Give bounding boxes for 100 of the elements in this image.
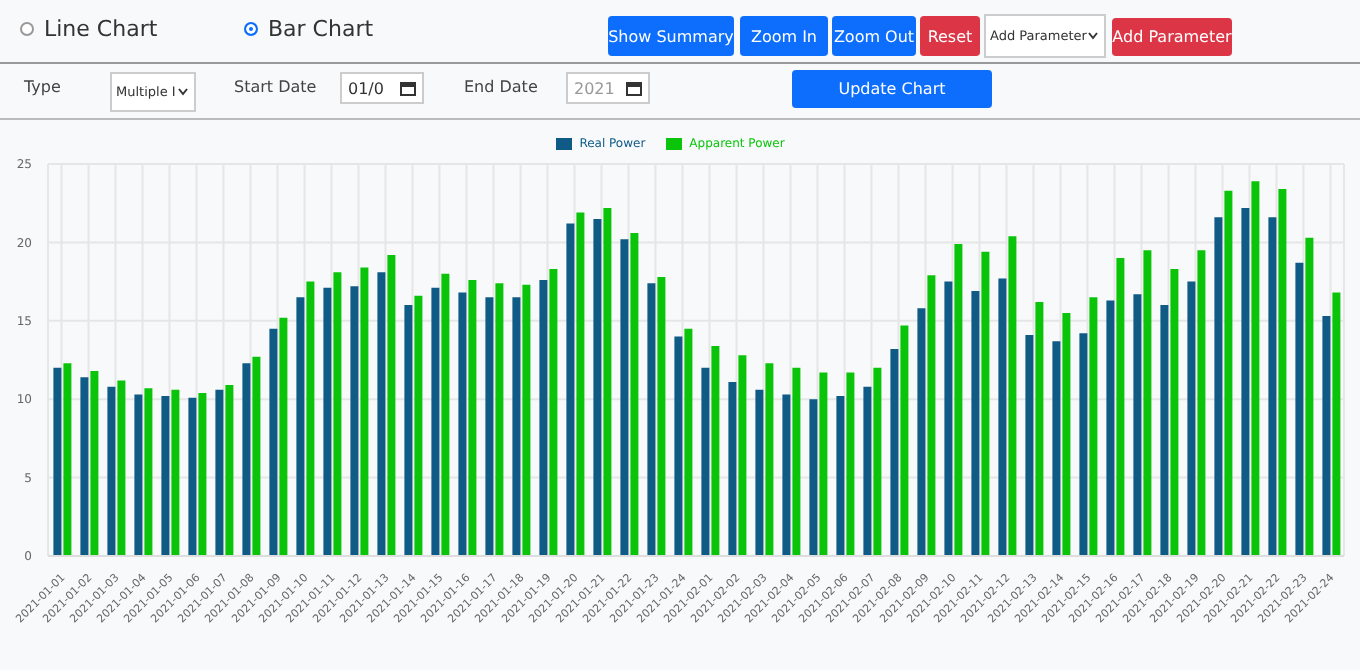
bar — [809, 399, 818, 556]
bar — [198, 392, 207, 556]
bar — [566, 223, 575, 556]
text: 01/0 — [348, 79, 384, 97]
bar — [1089, 297, 1098, 556]
bar — [701, 367, 710, 556]
bar — [684, 328, 693, 556]
bar — [117, 380, 126, 556]
bar — [1187, 281, 1196, 556]
bar — [674, 336, 683, 556]
bar — [998, 278, 1007, 556]
bar — [107, 386, 116, 556]
bar — [171, 389, 180, 556]
bar — [1133, 294, 1142, 556]
bar — [593, 218, 602, 556]
bar — [630, 232, 639, 556]
bar — [90, 370, 99, 556]
bar — [728, 381, 737, 556]
bar — [134, 394, 143, 556]
bar — [863, 386, 872, 556]
bar — [188, 397, 197, 556]
bar — [819, 372, 828, 556]
bar — [1214, 217, 1223, 556]
bar — [495, 283, 504, 556]
text: 2021 — [574, 79, 615, 97]
bar — [468, 280, 477, 556]
bar — [792, 367, 801, 556]
bar — [360, 267, 369, 556]
bar — [1170, 269, 1179, 556]
text: Add Parameter — [1112, 18, 1232, 56]
bar — [944, 281, 953, 556]
bar — [225, 385, 234, 556]
bar — [971, 291, 980, 556]
bar — [954, 243, 963, 556]
bar — [242, 363, 251, 556]
bar — [269, 328, 278, 556]
bar — [549, 269, 558, 556]
bar — [1268, 217, 1277, 556]
bar — [873, 367, 882, 556]
bar — [836, 396, 845, 556]
text: Update Chart — [792, 70, 992, 108]
bar — [738, 355, 747, 556]
bar — [522, 284, 531, 556]
bar — [1116, 258, 1125, 556]
bar — [144, 388, 153, 556]
bar — [279, 317, 288, 556]
bar — [539, 280, 548, 556]
bar — [306, 281, 315, 556]
bar — [647, 283, 656, 556]
bar — [1143, 250, 1152, 556]
bar — [431, 287, 440, 556]
bar — [900, 325, 909, 556]
bar — [441, 273, 450, 556]
bar — [1224, 190, 1233, 556]
text: Start Date — [234, 78, 317, 96]
bar — [765, 363, 774, 556]
bar — [1332, 292, 1341, 556]
bar — [981, 251, 990, 556]
text: Show Summary — [608, 16, 734, 56]
bar — [1322, 316, 1331, 556]
bar — [1079, 333, 1088, 556]
bar — [1295, 262, 1304, 556]
bar — [414, 295, 423, 556]
text: Zoom Out — [832, 16, 916, 56]
bar — [1062, 312, 1071, 556]
bar — [1106, 300, 1115, 556]
bar — [1197, 250, 1206, 556]
text: End Date — [464, 78, 538, 96]
bar — [404, 305, 413, 556]
bar — [80, 377, 89, 556]
bar — [161, 396, 170, 556]
bar — [1160, 305, 1169, 556]
bar — [387, 254, 396, 556]
bar — [890, 349, 899, 556]
bar — [1008, 236, 1017, 556]
bar — [1025, 334, 1034, 556]
bar — [755, 389, 764, 556]
text: Line Chart — [44, 16, 158, 42]
bar — [620, 239, 629, 556]
bar — [1251, 181, 1260, 556]
bar — [1035, 301, 1044, 556]
text: Reset — [920, 16, 980, 56]
bar — [63, 363, 72, 556]
bar — [458, 292, 467, 556]
bar — [377, 272, 386, 556]
bar — [1052, 341, 1061, 556]
bar — [350, 286, 359, 556]
bar — [215, 389, 224, 556]
bar — [485, 297, 494, 556]
bar — [782, 394, 791, 556]
bar — [323, 287, 332, 556]
bar — [576, 212, 585, 556]
bar — [603, 207, 612, 556]
bar — [53, 367, 62, 556]
bar — [927, 275, 936, 556]
bar — [846, 372, 855, 556]
bar — [333, 272, 342, 556]
bar — [917, 308, 926, 556]
bar — [512, 297, 521, 556]
text: Zoom In — [740, 16, 828, 56]
